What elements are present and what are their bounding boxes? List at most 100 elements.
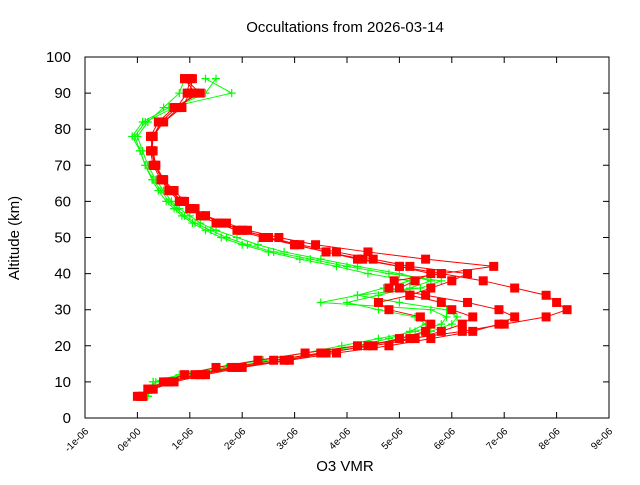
data-point bbox=[541, 290, 551, 300]
data-point bbox=[421, 290, 431, 300]
data-point bbox=[405, 284, 414, 293]
data-point bbox=[426, 319, 436, 329]
data-point bbox=[143, 384, 153, 394]
data-point bbox=[426, 276, 435, 285]
data-point bbox=[552, 297, 562, 307]
y-tick-label: 20 bbox=[54, 338, 71, 355]
data-point bbox=[374, 305, 383, 314]
data-point bbox=[394, 334, 404, 344]
data-point bbox=[169, 103, 179, 113]
data-point bbox=[151, 377, 160, 386]
data-point bbox=[130, 132, 139, 141]
data-point bbox=[421, 254, 431, 264]
data-point bbox=[405, 290, 415, 300]
x-tick-label: -1e-06 bbox=[63, 426, 92, 455]
data-point bbox=[242, 225, 252, 235]
data-point bbox=[201, 226, 210, 235]
y-tick-label: 90 bbox=[54, 85, 71, 102]
data-point bbox=[410, 334, 420, 344]
y-tick-label: 10 bbox=[54, 374, 71, 391]
data-point bbox=[363, 269, 372, 278]
data-point bbox=[384, 305, 394, 315]
data-point bbox=[269, 355, 279, 365]
data-point bbox=[332, 348, 342, 358]
x-axis-label: O3 VMR bbox=[316, 458, 374, 475]
data-point bbox=[232, 362, 242, 372]
data-point bbox=[263, 233, 273, 242]
data-point bbox=[274, 233, 284, 242]
data-point bbox=[368, 254, 378, 264]
data-point bbox=[316, 298, 325, 307]
y-axis-label: Altitude (km) bbox=[6, 196, 23, 280]
x-tick-label: 1e-06 bbox=[170, 426, 196, 452]
data-point bbox=[489, 261, 499, 271]
data-point bbox=[165, 186, 175, 196]
data-point bbox=[190, 370, 200, 380]
data-point bbox=[185, 88, 195, 98]
data-point bbox=[410, 276, 420, 286]
data-point bbox=[150, 160, 160, 170]
data-point bbox=[284, 355, 294, 365]
data-point bbox=[453, 312, 462, 321]
y-tick-label: 50 bbox=[54, 230, 71, 247]
data-point bbox=[201, 211, 211, 221]
data-point bbox=[227, 362, 237, 372]
data-point bbox=[353, 291, 362, 300]
data-point bbox=[389, 276, 399, 286]
x-tick-label: 9e-06 bbox=[589, 426, 615, 452]
data-point bbox=[279, 355, 289, 365]
data-point bbox=[188, 219, 197, 228]
data-point bbox=[436, 269, 446, 279]
data-point bbox=[147, 131, 157, 141]
data-point bbox=[373, 297, 383, 307]
data-point bbox=[195, 88, 205, 98]
data-point bbox=[290, 240, 300, 250]
data-point bbox=[201, 74, 210, 83]
data-point bbox=[463, 297, 473, 307]
data-point bbox=[478, 276, 488, 286]
data-point bbox=[494, 319, 504, 329]
data-point bbox=[541, 312, 551, 322]
data-point bbox=[158, 175, 168, 185]
data-point bbox=[177, 103, 187, 113]
data-point bbox=[332, 262, 341, 271]
data-point bbox=[353, 262, 362, 271]
y-tick-label: 30 bbox=[54, 302, 71, 319]
y-tick-label: 70 bbox=[54, 157, 71, 174]
series-line bbox=[134, 78, 458, 397]
data-point bbox=[280, 247, 289, 256]
data-point bbox=[295, 240, 305, 250]
data-point bbox=[457, 326, 467, 336]
data-point bbox=[457, 319, 467, 329]
series-1 bbox=[128, 74, 451, 401]
data-point bbox=[187, 204, 197, 214]
data-point bbox=[216, 218, 226, 228]
data-point bbox=[363, 341, 373, 351]
data-point bbox=[306, 255, 315, 264]
data-point bbox=[510, 312, 520, 322]
data-point bbox=[195, 370, 205, 380]
data-point bbox=[468, 312, 478, 322]
data-point bbox=[295, 255, 304, 264]
data-point bbox=[394, 283, 404, 293]
data-point bbox=[374, 334, 383, 343]
data-point bbox=[421, 326, 431, 336]
data-point bbox=[447, 305, 457, 315]
data-point bbox=[177, 211, 186, 220]
x-tick-label: 0e+00 bbox=[116, 426, 144, 454]
data-point bbox=[316, 348, 326, 358]
data-point bbox=[169, 377, 179, 387]
y-tick-label: 40 bbox=[54, 266, 71, 283]
x-tick-label: 4e-06 bbox=[327, 426, 353, 452]
y-tick-label: 80 bbox=[54, 121, 71, 138]
y-tick-label: 100 bbox=[46, 49, 71, 66]
data-point bbox=[426, 334, 436, 344]
data-point bbox=[332, 247, 342, 257]
data-point bbox=[562, 305, 572, 315]
data-point bbox=[180, 74, 190, 84]
data-point bbox=[447, 320, 456, 329]
series-0 bbox=[133, 74, 435, 401]
data-point bbox=[395, 298, 404, 307]
data-point bbox=[436, 326, 446, 336]
